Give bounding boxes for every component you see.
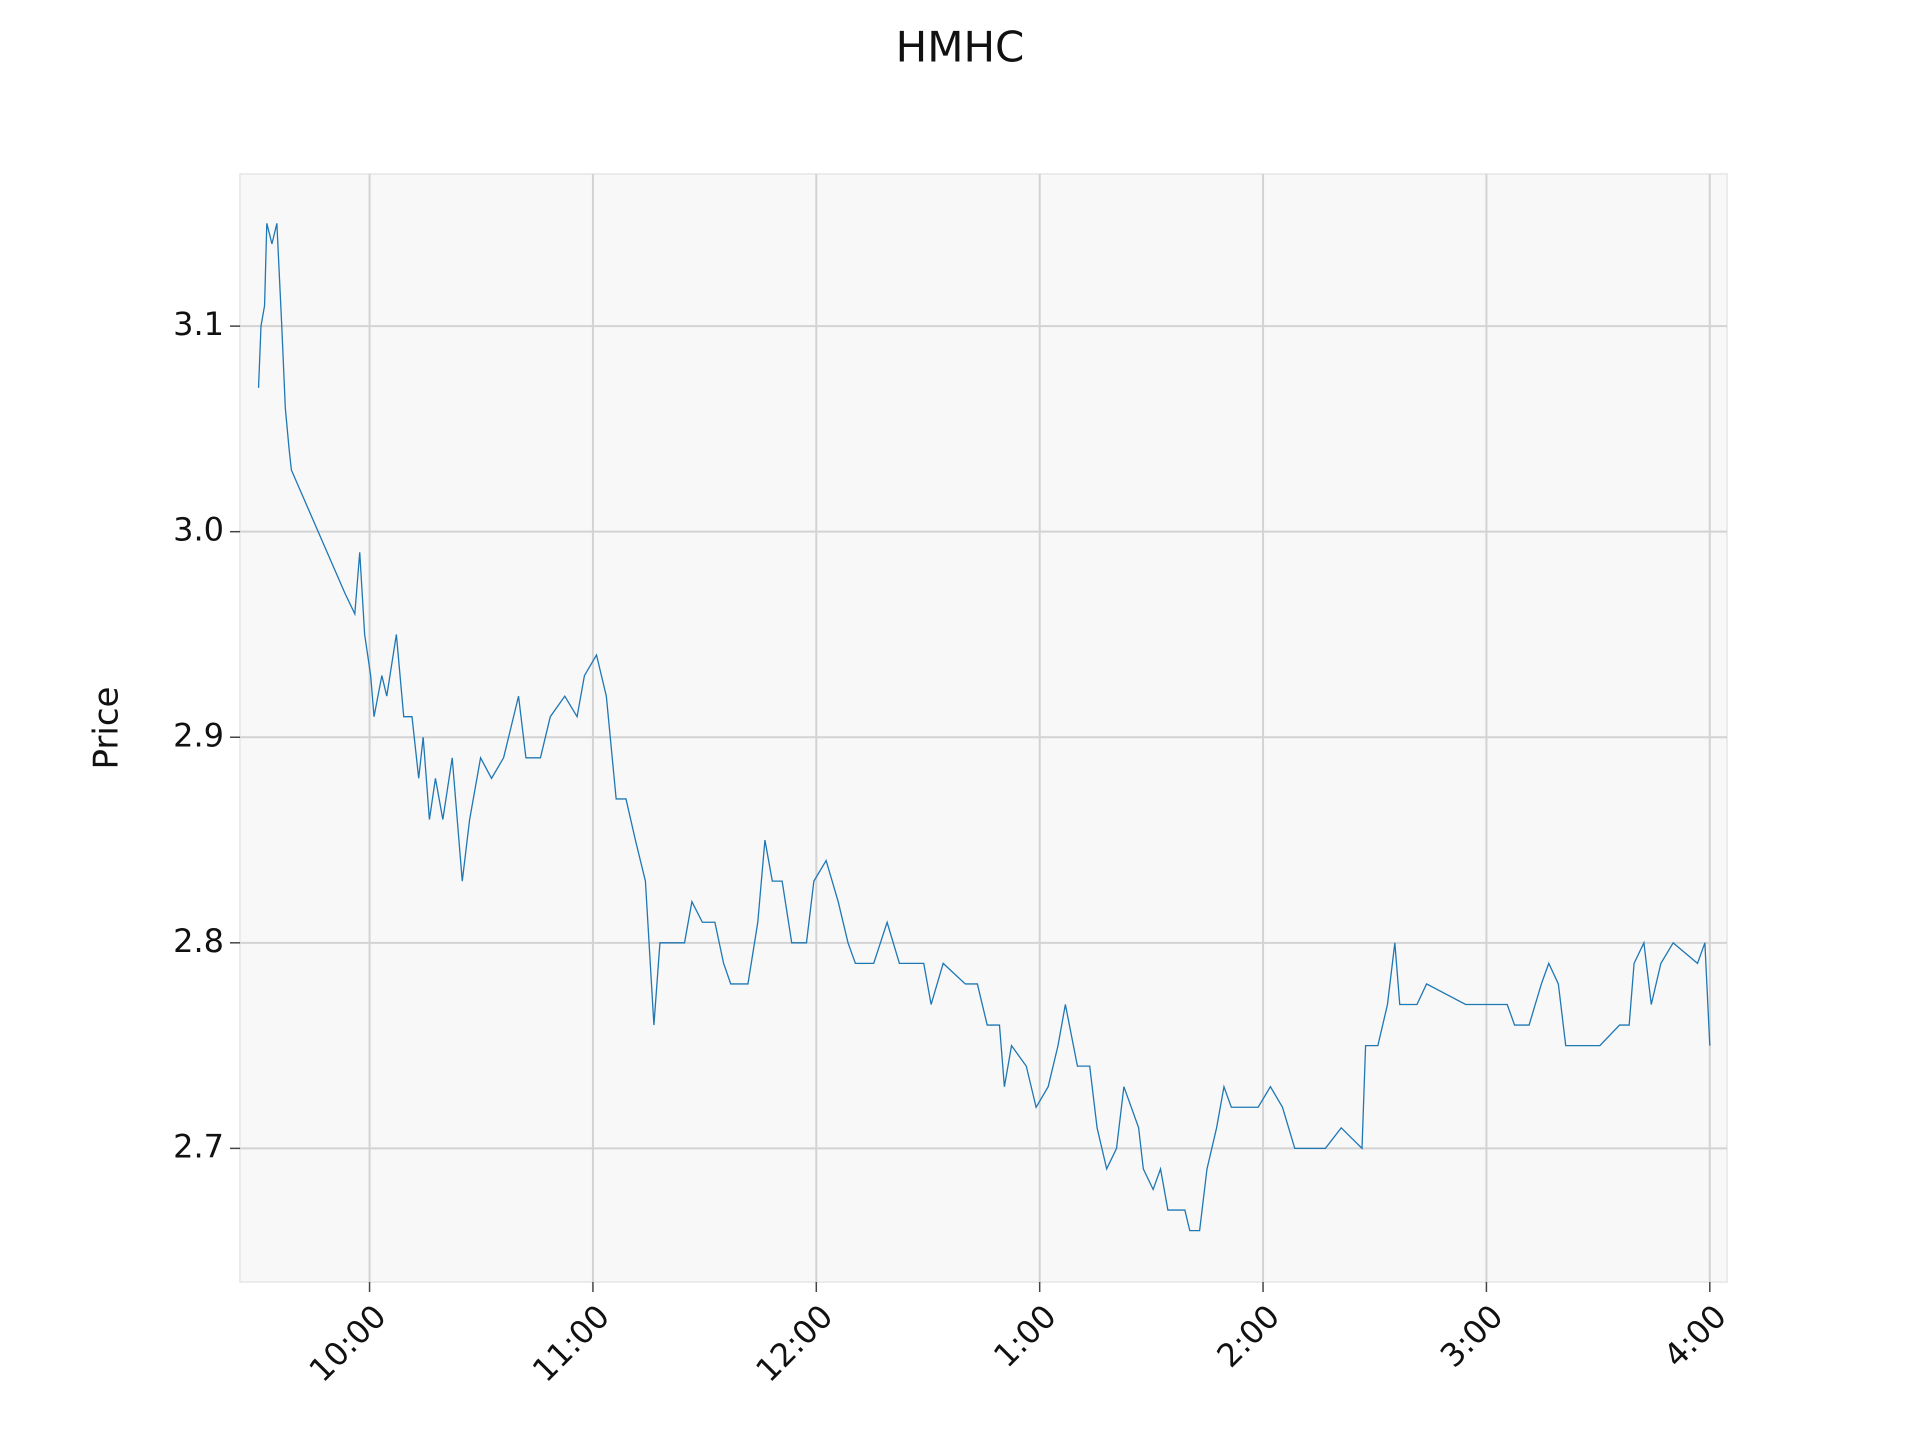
- x-tick-label: 2:00: [1209, 1297, 1287, 1375]
- x-tick-label: 4:00: [1656, 1297, 1734, 1375]
- x-tick-label: 11:00: [525, 1297, 617, 1389]
- x-tick-label: 12:00: [748, 1297, 840, 1389]
- y-tick-label: 2.8: [173, 922, 224, 960]
- y-tick-label: 2.9: [173, 716, 224, 754]
- plot-area: [239, 173, 1728, 1283]
- y-tick-label: 3.0: [173, 511, 224, 549]
- y-tick-label: 3.1: [173, 305, 224, 343]
- y-tick-label: 2.7: [173, 1127, 224, 1165]
- chart-title: HMHC: [896, 23, 1025, 72]
- price-line: [257, 223, 1711, 1232]
- x-tick-label: 10:00: [301, 1297, 393, 1389]
- y-axis-label: Price: [87, 687, 127, 770]
- x-tick-label: 1:00: [986, 1297, 1064, 1375]
- x-tick-label: 3:00: [1433, 1297, 1511, 1375]
